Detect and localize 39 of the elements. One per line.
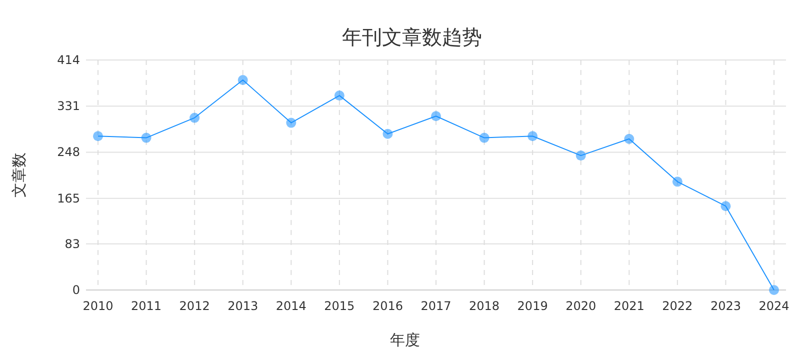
x-tick-label: 2024 xyxy=(758,299,790,313)
y-tick-label: 0 xyxy=(72,283,80,297)
y-tick-label: 165 xyxy=(57,191,80,206)
x-tick-label: 2012 xyxy=(179,299,210,313)
x-tick-label: 2019 xyxy=(517,299,548,313)
y-tick-label: 414 xyxy=(57,53,80,67)
x-tick-label: 2014 xyxy=(276,299,306,313)
point xyxy=(528,131,538,142)
x-tick-label: 2016 xyxy=(372,299,403,313)
x-tick-label: 2021 xyxy=(614,299,644,313)
point xyxy=(720,201,731,212)
x-tick-label: 2020 xyxy=(566,299,596,313)
point xyxy=(624,134,634,144)
point xyxy=(576,150,586,161)
y-tick-label: 83 xyxy=(64,236,80,251)
point xyxy=(238,75,248,85)
y-axis-title: 文章数 xyxy=(10,152,28,198)
point xyxy=(431,111,441,122)
point xyxy=(769,285,779,295)
point xyxy=(479,132,490,143)
x-tick-label: 2015 xyxy=(324,299,355,313)
x-tick-label: 2010 xyxy=(82,299,114,313)
point xyxy=(672,176,682,187)
point xyxy=(286,118,296,128)
x-axis-title: 年度 xyxy=(390,331,420,349)
y-tick-label: 331 xyxy=(57,99,80,114)
chart-title: 年刊文章数趋势 xyxy=(342,25,482,49)
x-tick-label: 2022 xyxy=(662,299,693,313)
x-tick-label: 2023 xyxy=(710,299,741,313)
point xyxy=(141,132,152,143)
point xyxy=(334,90,344,101)
y-tick-label: 248 xyxy=(57,145,80,160)
x-tick-label: 2018 xyxy=(469,299,500,313)
point xyxy=(382,128,393,139)
point xyxy=(93,131,103,142)
x-tick-label: 2017 xyxy=(420,299,452,313)
x-tick-label: 2011 xyxy=(131,299,162,313)
x-tick-label: 2013 xyxy=(228,299,258,313)
point xyxy=(190,112,200,123)
